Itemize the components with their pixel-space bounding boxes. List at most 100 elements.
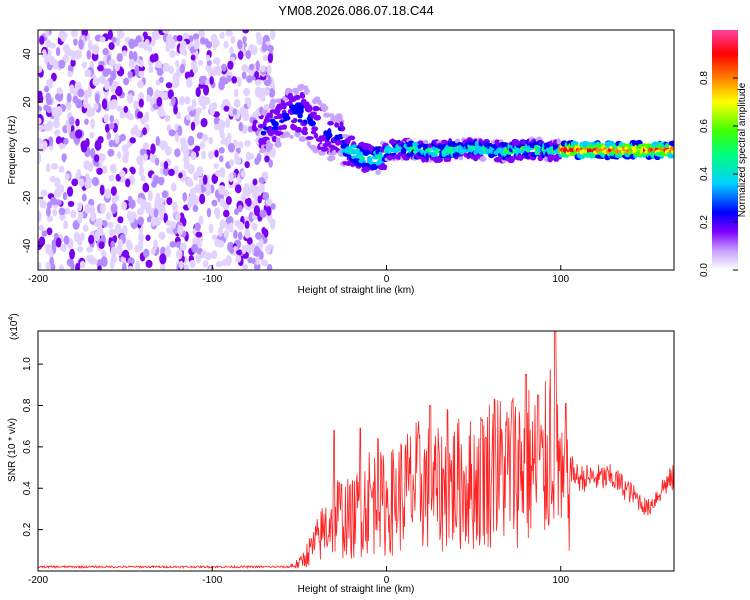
- spectrogram-cell: [97, 136, 104, 144]
- spectrogram-cell: [327, 120, 334, 126]
- spectrogram-cell: [190, 151, 197, 161]
- spectrogram-cell: [319, 150, 325, 156]
- spectrogram-cell: [229, 46, 234, 56]
- spectrogram-cell: [202, 260, 209, 268]
- spectrogram-cell: [148, 65, 154, 74]
- spectrogram-cell: [195, 253, 202, 264]
- spectrogram-cell: [67, 200, 75, 208]
- spectrogram-cell: [137, 65, 146, 72]
- spectrogram-cell: [58, 165, 65, 173]
- spectrogram-cell: [669, 146, 674, 151]
- spectrogram-cell: [76, 168, 82, 178]
- y-tick-label: 0.2: [22, 522, 33, 536]
- x-tick-label: 100: [552, 274, 569, 285]
- spectrogram-cell: [275, 137, 281, 143]
- spectrogram-cell: [66, 186, 74, 197]
- spectrogram-cell: [179, 96, 185, 106]
- spectrogram-cell: [258, 177, 266, 184]
- spectrogram-cell: [48, 42, 56, 49]
- spectrogram-cell: [114, 223, 122, 235]
- spectrogram-cell: [479, 156, 487, 162]
- spectrogram-cell: [107, 100, 113, 110]
- spectrogram-cell: [69, 248, 75, 260]
- spectrogram-cell: [265, 244, 272, 255]
- spectrogram-cell: [110, 163, 117, 174]
- spectrogram-cell: [142, 182, 150, 193]
- spectrogram-cell: [182, 192, 188, 202]
- spectrogram-cell: [181, 217, 187, 227]
- spectrogram-cell: [170, 182, 177, 192]
- spectrogram-cell: [158, 231, 166, 241]
- spectrogram-cell: [143, 41, 149, 51]
- spectrogram-cell: [426, 147, 433, 152]
- spectrogram-cell: [189, 259, 196, 268]
- spectrogram-cell: [139, 59, 144, 68]
- spectrogram-cell: [54, 177, 61, 188]
- spectrogram-cell: [119, 170, 126, 178]
- spectrogram-cell: [109, 260, 115, 269]
- spectrogram-cell: [293, 89, 299, 95]
- spectrogram-cell: [166, 226, 173, 234]
- spectrogram-cell: [38, 117, 42, 125]
- spectrogram-cell: [97, 153, 106, 160]
- spectrogram-cell: [339, 121, 344, 128]
- spectrogram-cell: [136, 111, 143, 119]
- spectrogram-cell: [38, 105, 43, 112]
- spectrogram-cell: [110, 186, 117, 196]
- spectrogram-cell: [305, 104, 313, 111]
- spectrogram-cell: [209, 76, 214, 85]
- spectrogram-cell: [159, 110, 166, 117]
- spectrogram-cell: [261, 43, 268, 52]
- spectrogram-cell: [126, 210, 133, 221]
- spectrogram-cell: [258, 239, 264, 250]
- spectrogram-cell: [62, 191, 68, 201]
- x-tick-label: -200: [28, 575, 48, 586]
- spectrogram-cell: [430, 152, 438, 158]
- spectrogram-cell: [151, 180, 158, 188]
- spectrogram-cell: [669, 140, 674, 147]
- spectrogram-cell: [294, 94, 301, 100]
- colorbar-tick-label: 0.0: [699, 263, 710, 277]
- spectrogram-cell: [151, 30, 159, 38]
- spectrogram-cell: [165, 82, 173, 89]
- spectrogram-cell: [329, 113, 335, 118]
- spectrogram-cell: [102, 220, 108, 228]
- spectrogram-cell: [266, 263, 273, 270]
- spectrogram-cell: [108, 42, 115, 51]
- spectrogram-cell: [172, 72, 180, 84]
- spectrogram-cell: [289, 135, 294, 139]
- spectrogram-cell: [96, 167, 103, 175]
- spectrogram-cell: [223, 209, 230, 218]
- spectrogram-cell: [86, 49, 92, 60]
- bottom-plot-frame: [37, 330, 675, 572]
- spectrogram-cell: [166, 34, 173, 46]
- spectrogram-cell: [203, 96, 211, 105]
- colorbar-label: Normalized spectral amplitude: [737, 82, 748, 217]
- spectrogram-cell: [245, 50, 252, 60]
- spectrogram-cell: [123, 77, 130, 86]
- spectrogram-cell: [199, 141, 206, 150]
- spectrogram-cell: [128, 199, 136, 209]
- spectrogram-cell: [161, 190, 169, 199]
- spectrogram-cell: [210, 33, 218, 44]
- spectrogram-cell: [241, 111, 247, 118]
- spectrogram-cell: [84, 203, 92, 214]
- spectrogram-cell: [213, 207, 221, 217]
- spectrogram-cell: [53, 119, 60, 129]
- spectrogram-cell: [58, 207, 66, 216]
- spectrogram-cell: [46, 105, 52, 114]
- spectrogram-cell: [149, 54, 157, 63]
- spectrogram-cell: [104, 123, 110, 133]
- spectrogram-cell: [198, 215, 204, 225]
- y-tick-label: 0.6: [22, 439, 33, 453]
- spectrogram-cell: [228, 159, 235, 167]
- spectrogram-cell: [234, 219, 241, 228]
- spectrogram-cell: [298, 107, 304, 115]
- spectrogram-cell: [188, 110, 196, 117]
- spectrogram-cell: [38, 211, 42, 222]
- spectrogram-cell: [79, 260, 86, 269]
- spectrogram-cell: [170, 220, 177, 229]
- spectrogram-cell: [42, 140, 48, 151]
- spectrogram-cell: [226, 132, 232, 142]
- x-tick-label: 100: [552, 575, 569, 586]
